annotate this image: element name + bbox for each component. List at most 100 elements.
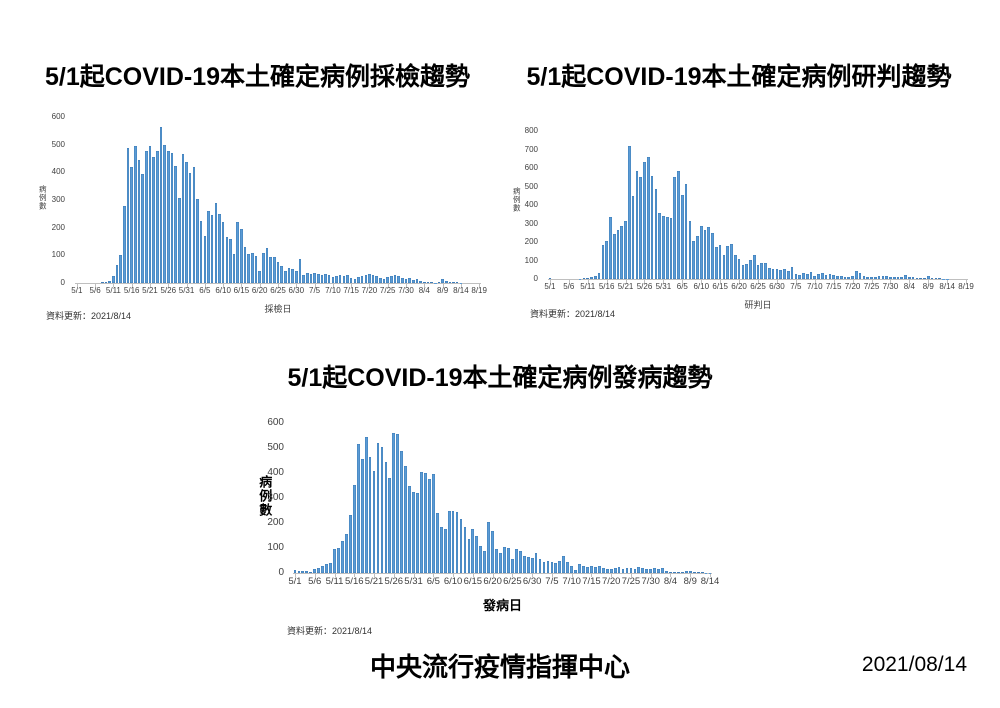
x-tick-mark <box>294 574 296 577</box>
bar <box>188 173 192 283</box>
bar <box>254 255 258 283</box>
bar <box>756 264 760 279</box>
bar <box>646 156 650 279</box>
bar <box>915 278 919 279</box>
bar <box>338 274 342 283</box>
bar <box>269 256 272 283</box>
x-tick-label: 7/5 <box>309 286 321 295</box>
bar <box>384 461 388 573</box>
x-tick-mark <box>890 280 892 283</box>
y-tick-label: 200 <box>524 237 538 246</box>
bar <box>416 493 419 573</box>
bar <box>718 244 722 279</box>
bar <box>360 458 364 573</box>
x-tick-label: 6/30 <box>522 576 542 587</box>
bar <box>617 566 621 573</box>
bar <box>798 274 801 279</box>
bar <box>225 237 229 283</box>
bar <box>514 549 518 573</box>
bar <box>654 188 658 279</box>
x-tick-label: 6/25 <box>503 576 522 587</box>
x-tick-label: 5/21 <box>364 576 384 587</box>
bar <box>302 274 305 283</box>
bar <box>408 277 411 283</box>
bar <box>726 246 730 279</box>
bar <box>752 255 756 279</box>
x-tick-mark <box>776 280 778 283</box>
x-tick-mark <box>369 284 371 287</box>
x-tick-mark <box>413 574 415 577</box>
bar <box>593 276 597 279</box>
bar <box>448 282 452 283</box>
x-tick-mark <box>670 574 672 577</box>
x-tick-mark <box>472 574 474 577</box>
bar <box>232 254 236 283</box>
bar <box>938 278 941 279</box>
bar <box>745 264 748 279</box>
x-tick-mark <box>571 574 573 577</box>
bar <box>582 278 586 279</box>
x-tick-label: 6/30 <box>288 286 305 295</box>
bar <box>680 572 684 573</box>
bar <box>368 273 371 283</box>
bar <box>625 568 629 573</box>
x-tick-label: 6/10 <box>443 576 463 587</box>
bar <box>435 513 439 573</box>
bar <box>280 266 283 283</box>
bar <box>507 548 510 573</box>
x-tick-label: 5/31 <box>404 576 423 587</box>
x-tick-label: 7/20 <box>361 286 378 295</box>
bar <box>313 568 317 573</box>
bar <box>467 539 471 573</box>
bar <box>287 267 291 283</box>
x-tick-label: 5/11 <box>105 286 121 295</box>
bar <box>624 221 627 279</box>
x-tick-label: 7/10 <box>325 286 341 295</box>
bar <box>696 236 699 279</box>
x-tick-label: 5/16 <box>598 282 615 291</box>
x-tick-mark <box>296 284 298 287</box>
bar <box>605 240 608 279</box>
bar <box>813 275 817 279</box>
x-tick-mark <box>442 284 444 287</box>
x-tick-label: 6/5 <box>676 282 688 291</box>
bar <box>400 450 404 573</box>
x-tick-mark <box>223 284 225 287</box>
bar <box>455 511 459 573</box>
x-tick-label: 6/15 <box>463 576 483 587</box>
bar <box>305 571 309 573</box>
bar <box>669 571 672 573</box>
x-tick-mark <box>587 280 589 283</box>
x-tick-mark <box>690 574 692 577</box>
bar <box>382 279 386 283</box>
y-axis: 0 100 200 300 400 500 600 <box>245 418 290 578</box>
x-tick-label: 6/25 <box>270 286 286 295</box>
bar <box>108 280 111 283</box>
bar <box>538 559 542 573</box>
bar <box>635 170 639 279</box>
x-tick-mark <box>833 280 835 283</box>
bar <box>650 175 654 279</box>
bar <box>293 570 297 573</box>
y-tick-label: 800 <box>524 126 538 135</box>
bar <box>858 272 862 279</box>
bar <box>534 553 538 573</box>
x-tick-mark <box>644 280 646 283</box>
bar <box>305 273 309 283</box>
bar <box>221 222 225 283</box>
bar <box>247 253 250 283</box>
bar <box>881 276 885 279</box>
bar <box>301 570 305 573</box>
bar <box>657 569 661 573</box>
bar <box>641 568 645 573</box>
bar <box>764 262 767 279</box>
bar <box>503 546 506 573</box>
bar <box>566 561 570 573</box>
bar <box>471 529 475 573</box>
bar <box>170 153 174 283</box>
bar <box>696 572 700 573</box>
x-tick-label: 6/10 <box>693 282 710 291</box>
bar <box>372 470 376 573</box>
bar <box>722 254 726 279</box>
x-tick-mark <box>795 280 797 283</box>
